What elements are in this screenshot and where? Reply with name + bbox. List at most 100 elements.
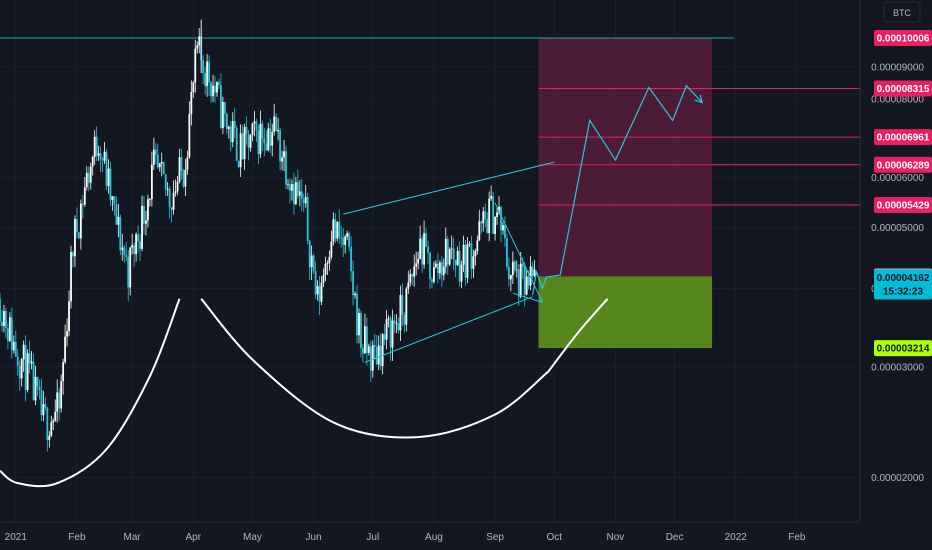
candle-body [263,138,266,144]
candle-body [147,199,149,221]
time-tick-label: Feb [788,532,806,543]
candle-body [249,134,252,148]
candle-body [10,317,13,351]
candle-body [186,157,189,170]
candle-body [292,184,295,205]
candle-body [401,294,404,315]
wedge-lower-line[interactable] [512,292,543,303]
candle-body [52,420,55,423]
candle-body [24,344,27,391]
candle-body [156,154,159,168]
stop-zone[interactable] [538,276,713,349]
price-tag-label: 0.00003214 [877,344,930,355]
candle-body [70,252,72,302]
candle-body [296,182,299,196]
candle-body [8,317,11,341]
candle-body [220,85,222,129]
candle-body [450,248,453,250]
candle-body [468,243,471,245]
candle-body [367,346,370,354]
candle-body [32,361,35,401]
candle-body [387,318,390,320]
candle-body [456,250,459,266]
candle-body [64,336,66,363]
price-tag-box [874,129,932,146]
time-axis[interactable]: 2021 Feb Mar Apr May Jun Jul Aug Sep Oct Nov Dec 202… [5,532,806,543]
candle-body [464,244,467,278]
candle-body [346,233,349,237]
long-position-zone[interactable] [538,37,713,349]
projection-path[interactable] [531,84,703,296]
candle-body [168,188,171,208]
time-tick-label: Aug [425,532,443,543]
candle-body [36,376,39,387]
price-tag-box [874,29,932,46]
drawings[interactable] [0,84,704,488]
candle-body [66,331,68,337]
time-tick-label: Nov [607,532,625,543]
candle-body [435,263,437,268]
candle-body [304,196,307,204]
candle-body [365,326,368,354]
candle-body [421,238,424,265]
candle-body [436,263,439,274]
candle-body [68,301,70,332]
candle-body [486,218,489,234]
candle-body [117,216,120,225]
candle-body [340,237,343,239]
candle-body [427,246,429,253]
cup-arc-3[interactable] [547,298,609,373]
candle-body [478,221,481,241]
profit-zone[interactable] [538,37,713,277]
candle-body [423,233,425,265]
cup-arc-1[interactable] [0,298,181,488]
candle-body [95,136,98,156]
candle-body [42,404,45,416]
unit-badge: BTC [883,1,921,23]
candle-body [498,206,500,213]
candle-body [137,234,139,242]
candle-body [314,271,317,295]
candle-body [5,311,7,328]
candle-body [504,225,506,239]
candle-body [294,182,297,205]
candle-body [218,82,220,86]
candle-body [257,130,260,155]
candle-body [14,341,17,357]
candle-body [494,216,496,234]
candle-body [529,266,532,286]
candle-body [474,250,477,257]
channel-upper-line[interactable] [343,161,555,215]
candle-body [178,157,181,182]
candle-body [158,163,161,168]
channel-lower-line[interactable] [364,296,533,363]
candle-body [255,121,258,131]
grid [0,0,860,522]
candle-body [74,218,76,257]
candle-body [237,160,240,168]
candle-body [513,261,516,271]
candle-body [243,127,246,160]
candle-body [206,61,209,87]
candle-body [87,172,90,183]
candle-body [298,191,301,196]
candle-body [229,126,232,143]
time-tick-label: Apr [186,532,202,543]
candle-body [253,121,256,124]
candle-body [6,327,9,341]
candle-body [419,238,422,259]
candle-body [509,275,512,280]
candle-body [99,153,102,160]
last-price-tag-box [874,269,932,300]
candle-body [160,161,163,164]
time-tick-label: Sep [486,532,504,543]
candle-body [446,238,449,265]
cup-arc-2[interactable] [200,298,549,439]
projection-arrowhead[interactable] [694,94,704,104]
candle-body [176,181,179,192]
candle-body [413,266,416,277]
candle-body [342,237,345,245]
candle-body [145,220,147,224]
candle-body [312,255,315,272]
